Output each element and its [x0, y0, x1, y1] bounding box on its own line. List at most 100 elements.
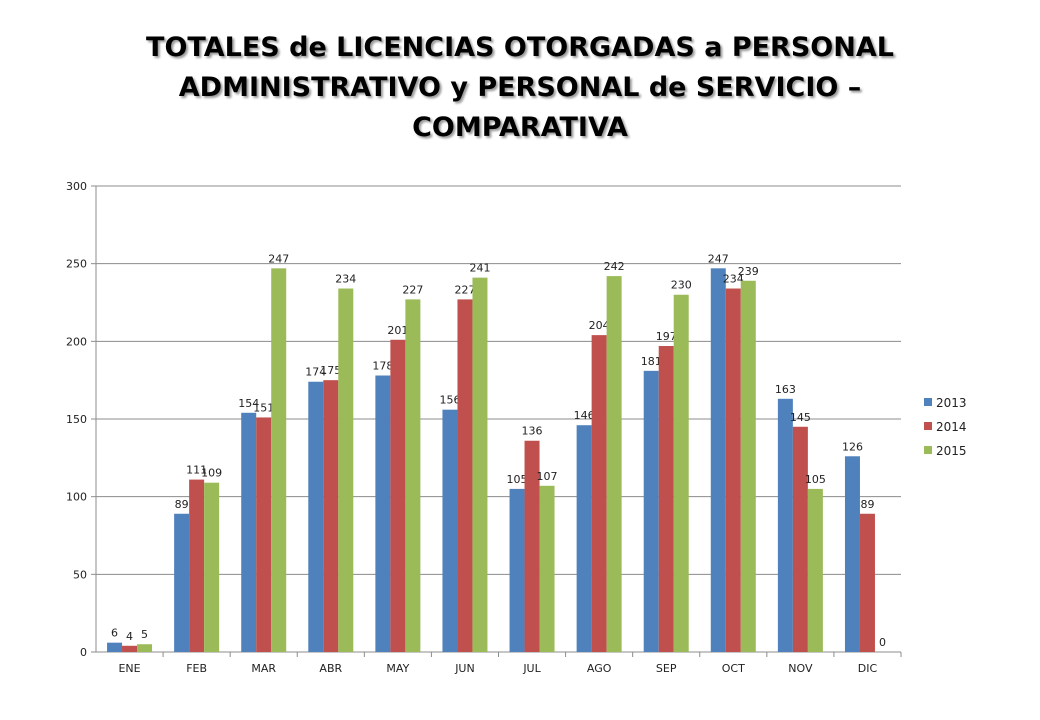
- y-tick-label: 300: [66, 180, 87, 193]
- legend-swatch-2014: [924, 422, 932, 430]
- x-tick-label: DIC: [858, 662, 878, 675]
- y-tick-label: 100: [66, 491, 87, 504]
- bar-2014-OCT: [725, 288, 741, 652]
- data-label-2014-MAY: 201: [387, 324, 408, 337]
- bar-2013-JUN: [442, 409, 458, 652]
- data-label-2014-OCT: 234: [723, 273, 744, 286]
- x-tick-label: NOV: [788, 662, 813, 675]
- data-label-2013-FEB: 89: [175, 498, 189, 511]
- data-label-2015-FEB: 109: [201, 467, 222, 480]
- data-label-2013-SEP: 181: [641, 355, 662, 368]
- y-tick-label: 150: [66, 413, 87, 426]
- chart-title: TOTALES de LICENCIAS OTORGADAS a PERSONA…: [0, 28, 1040, 148]
- x-tick-label: AGO: [587, 662, 612, 675]
- bar-2014-NOV: [792, 426, 808, 652]
- y-tick-label: 0: [80, 646, 87, 659]
- bar-2014-ENE: [122, 645, 138, 652]
- data-label-2014-NOV: 145: [790, 411, 811, 424]
- x-tick-label: JUN: [454, 662, 475, 675]
- bar-2013-ENE: [107, 642, 123, 652]
- bar-2013-ABR: [308, 381, 324, 652]
- data-label-2013-OCT: 247: [708, 252, 729, 265]
- bar-2013-NOV: [777, 398, 793, 652]
- data-label-2015-MAR: 247: [268, 252, 289, 265]
- bar-2014-FEB: [189, 479, 205, 652]
- x-tick-label: ENE: [118, 662, 140, 675]
- bar-2013-OCT: [710, 268, 726, 652]
- data-label-2013-ENE: 6: [111, 627, 118, 640]
- bar-2014-SEP: [658, 345, 674, 652]
- bar-2013-DIC: [844, 456, 860, 652]
- x-tick-label: MAR: [251, 662, 276, 675]
- y-tick-label: 50: [73, 568, 87, 581]
- data-label-2015-ABR: 234: [335, 273, 356, 286]
- data-label-2015-NOV: 105: [805, 473, 826, 486]
- legend-label-2015: 2015: [936, 444, 967, 458]
- data-label-2014-AGO: 204: [589, 319, 610, 332]
- data-label-2014-SEP: 197: [656, 330, 677, 343]
- data-label-2015-JUL: 107: [537, 470, 558, 483]
- data-label-2014-ABR: 175: [320, 364, 341, 377]
- bar-2015-ABR: [338, 288, 354, 652]
- bar-2015-SEP: [673, 294, 689, 652]
- bar-2015-MAR: [271, 268, 287, 652]
- data-label-2013-JUN: 156: [439, 394, 460, 407]
- data-label-2015-MAY: 227: [402, 283, 423, 296]
- x-tick-label: ABR: [319, 662, 342, 675]
- data-label-2014-JUL: 136: [522, 425, 543, 438]
- x-tick-label: OCT: [722, 662, 745, 675]
- bar-2013-FEB: [174, 513, 190, 652]
- data-label-2014-ENE: 4: [126, 630, 133, 643]
- bar-2014-JUL: [524, 440, 540, 652]
- data-label-2014-FEB: 111: [186, 464, 207, 477]
- data-label-2014-DIC: 89: [860, 498, 874, 511]
- bar-2015-AGO: [606, 276, 622, 652]
- bar-2015-JUL: [539, 485, 555, 652]
- data-label-2014-MAR: 151: [253, 401, 274, 414]
- data-label-2013-AGO: 146: [574, 409, 595, 422]
- bar-2014-AGO: [591, 335, 607, 652]
- chart-title-line-2: ADMINISTRATIVO y PERSONAL de SERVICIO –: [178, 72, 862, 103]
- data-label-2013-ABR: 174: [305, 366, 326, 379]
- data-label-2014-JUN: 227: [454, 283, 475, 296]
- bar-2015-MAY: [405, 299, 421, 652]
- bar-2015-JUN: [472, 277, 488, 652]
- bar-2014-DIC: [859, 513, 875, 652]
- data-label-2015-SEP: 230: [671, 279, 692, 292]
- data-label-2013-NOV: 163: [775, 383, 796, 396]
- bar-2015-FEB: [204, 482, 220, 652]
- bar-2013-MAR: [241, 412, 257, 652]
- bar-2015-NOV: [807, 488, 823, 652]
- bar-2014-MAY: [390, 339, 406, 652]
- data-label-2013-MAR: 154: [238, 397, 259, 410]
- y-tick-label: 250: [66, 258, 87, 271]
- bar-2013-MAY: [375, 375, 391, 652]
- x-tick-label: MAY: [386, 662, 409, 675]
- data-label-2013-MAY: 178: [372, 360, 393, 373]
- data-label-2015-OCT: 239: [738, 265, 759, 278]
- bar-2013-JUL: [509, 488, 525, 652]
- data-label-2013-DIC: 126: [842, 440, 863, 453]
- chart-title-line-1: TOTALES de LICENCIAS OTORGADAS a PERSONA…: [146, 32, 894, 63]
- data-label-2013-JUL: 105: [507, 473, 528, 486]
- bar-2015-ENE: [137, 644, 153, 652]
- legend-label-2013: 2013: [936, 396, 967, 410]
- x-tick-label: FEB: [186, 662, 207, 675]
- data-label-2015-DIC: 0: [879, 636, 886, 649]
- bar-2014-JUN: [457, 299, 473, 652]
- bar-2015-OCT: [740, 280, 756, 652]
- bar-2014-MAR: [256, 417, 272, 652]
- chart-title-line-3: COMPARATIVA: [412, 112, 628, 143]
- bar-2013-AGO: [576, 425, 592, 652]
- legend-label-2014: 2014: [936, 420, 967, 434]
- x-tick-label: SEP: [656, 662, 677, 675]
- data-label-2015-ENE: 5: [141, 628, 148, 641]
- legend-swatch-2013: [924, 398, 932, 406]
- y-tick-label: 200: [66, 335, 87, 348]
- data-label-2015-JUN: 241: [469, 262, 490, 275]
- data-label-2015-AGO: 242: [604, 260, 625, 273]
- legend-swatch-2015: [924, 446, 932, 454]
- x-tick-label: JUL: [522, 662, 541, 675]
- bar-2014-ABR: [323, 380, 339, 652]
